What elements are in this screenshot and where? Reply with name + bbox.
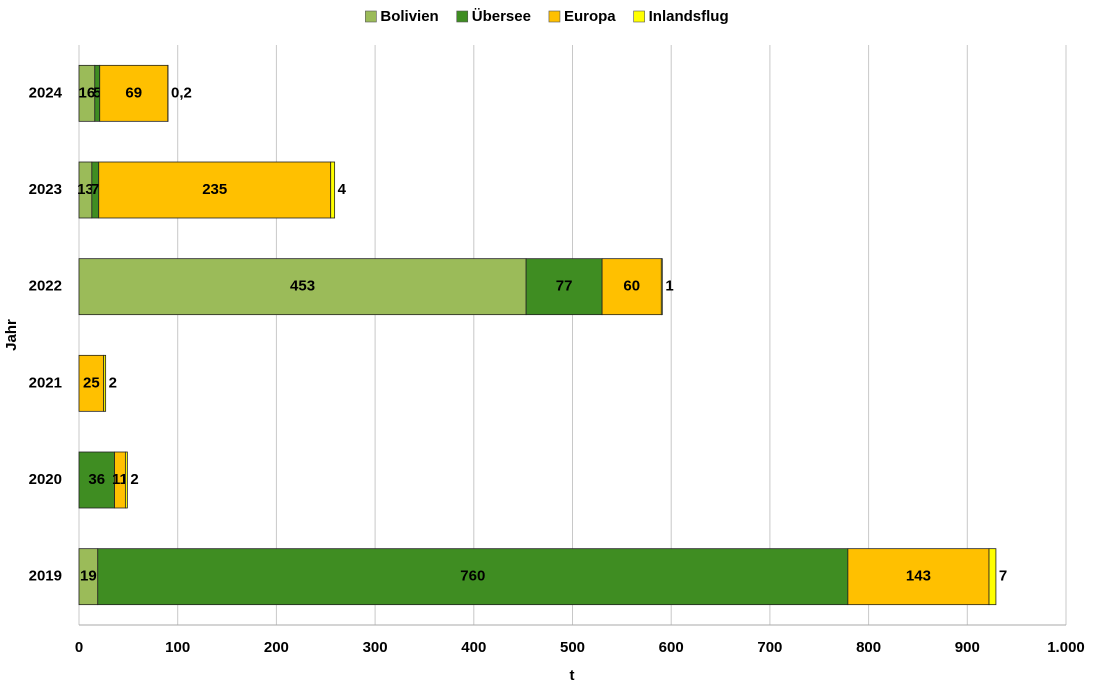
bar-segment [330, 161, 336, 219]
bar-segment [847, 548, 990, 606]
data-label: 760 [460, 568, 485, 585]
y-tick-label: 2024 [29, 84, 63, 101]
data-label: 7 [91, 181, 99, 198]
legend-label: Bolivien [380, 8, 438, 25]
x-tick-label: 900 [955, 639, 980, 656]
data-label: 235 [202, 181, 227, 198]
bar-segment [78, 354, 105, 412]
legend-swatch [548, 10, 561, 23]
data-label: 5 [93, 84, 101, 101]
x-tick-label: 100 [165, 639, 190, 656]
bar-segment [988, 548, 997, 606]
x-tick-label: 500 [560, 639, 585, 656]
legend-swatch [365, 10, 377, 23]
y-tick-label: 2023 [29, 181, 62, 198]
data-label: 25 [83, 374, 100, 391]
bar-segment [98, 161, 332, 219]
bar-segment [103, 354, 107, 412]
x-tick-label: 1.000 [1047, 639, 1085, 656]
legend: Bolivien Übersee Europa Inlandsflug [365, 8, 729, 25]
data-label: 11 [112, 471, 128, 488]
y-tick-label: 2022 [29, 278, 62, 295]
x-tick-label: 200 [264, 639, 289, 656]
legend-label: Übersee [472, 8, 531, 25]
data-label: 2 [130, 471, 138, 488]
data-label: 7 [999, 568, 1007, 585]
bar-segment [601, 258, 662, 316]
data-label: 0,2 [171, 84, 192, 101]
data-label: 69 [125, 84, 142, 101]
grid: 0 100 200 300 400 500 600 700 800 900 1.000 [75, 45, 1085, 656]
x-tick-label: 300 [363, 639, 388, 656]
x-tick-label: 700 [757, 639, 782, 656]
data-label: 19 [80, 568, 97, 585]
data-label: 4 [338, 181, 347, 198]
legend-swatch [456, 10, 469, 23]
bar-segment [78, 451, 115, 509]
data-label: 16 [79, 84, 96, 101]
data-label: 143 [906, 568, 931, 585]
x-axis-title: t [570, 667, 575, 684]
data-label: 1 [665, 278, 673, 295]
data-label: 77 [556, 278, 573, 295]
bar-segment [78, 258, 527, 316]
bar-segment [660, 258, 663, 316]
legend-label: Inlandsflug [649, 8, 729, 25]
data-label: 453 [290, 278, 315, 295]
bar-segment [525, 258, 603, 316]
data-label: 13 [77, 181, 94, 198]
y-axis-title: Jahr [3, 319, 20, 351]
y-tick-label: 2019 [29, 568, 62, 585]
data-label: 36 [88, 471, 105, 488]
x-tick-label: 800 [856, 639, 881, 656]
x-tick-label: 400 [461, 639, 486, 656]
legend-swatch [633, 10, 645, 23]
legend-label: Europa [564, 8, 616, 25]
y-tick-label: 2021 [29, 374, 62, 391]
bar-segment [124, 451, 128, 509]
data-label: 60 [623, 278, 640, 295]
bar-segment [99, 64, 169, 122]
data-label: 2 [109, 374, 117, 391]
y-tick-label: 2020 [29, 471, 62, 488]
bar-segment [97, 548, 849, 606]
x-tick-label: 600 [659, 639, 684, 656]
x-tick-label: 0 [75, 639, 83, 656]
